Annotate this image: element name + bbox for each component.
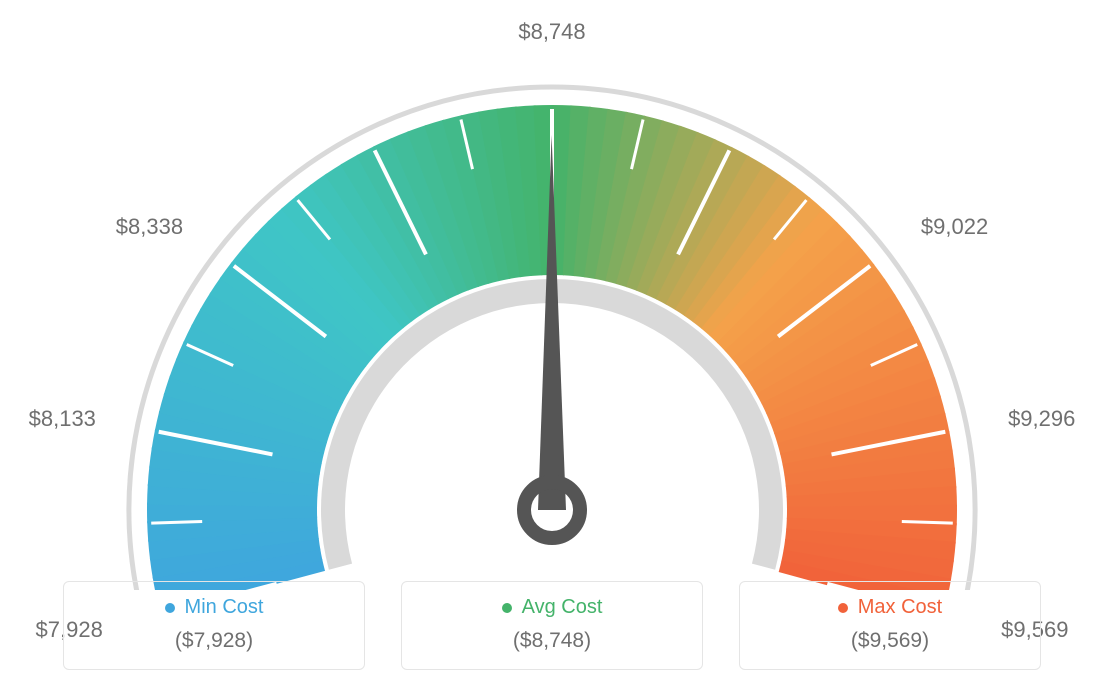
gauge-tick-label: $8,338 bbox=[116, 214, 183, 240]
gauge-tick-label: $8,133 bbox=[29, 406, 96, 432]
gauge-tick-label: $8,748 bbox=[518, 19, 585, 45]
legend-row: Min Cost ($7,928) Avg Cost ($8,748) Max … bbox=[0, 581, 1104, 670]
legend-card-avg: Avg Cost ($8,748) bbox=[401, 581, 703, 670]
legend-value-max: ($9,569) bbox=[740, 629, 1040, 653]
gauge-chart-container: $7,928$8,133$8,338$8,748$9,022$9,296$9,5… bbox=[0, 0, 1104, 690]
legend-value-avg: ($8,748) bbox=[402, 629, 702, 653]
legend-label-min: Min Cost bbox=[185, 596, 264, 619]
legend-dot-min bbox=[165, 603, 175, 613]
legend-title-min: Min Cost bbox=[165, 596, 264, 619]
legend-dot-avg bbox=[502, 603, 512, 613]
legend-value-min: ($7,928) bbox=[64, 629, 364, 653]
gauge-area: $7,928$8,133$8,338$8,748$9,022$9,296$9,5… bbox=[0, 0, 1104, 560]
legend-label-avg: Avg Cost bbox=[522, 596, 603, 619]
gauge-svg bbox=[72, 70, 1032, 590]
legend-label-max: Max Cost bbox=[858, 596, 942, 619]
gauge-tick-label: $9,022 bbox=[921, 214, 988, 240]
legend-title-avg: Avg Cost bbox=[502, 596, 603, 619]
legend-dot-max bbox=[838, 603, 848, 613]
legend-card-max: Max Cost ($9,569) bbox=[739, 581, 1041, 670]
legend-card-min: Min Cost ($7,928) bbox=[63, 581, 365, 670]
gauge-tick-label: $9,296 bbox=[1008, 406, 1075, 432]
legend-title-max: Max Cost bbox=[838, 596, 942, 619]
